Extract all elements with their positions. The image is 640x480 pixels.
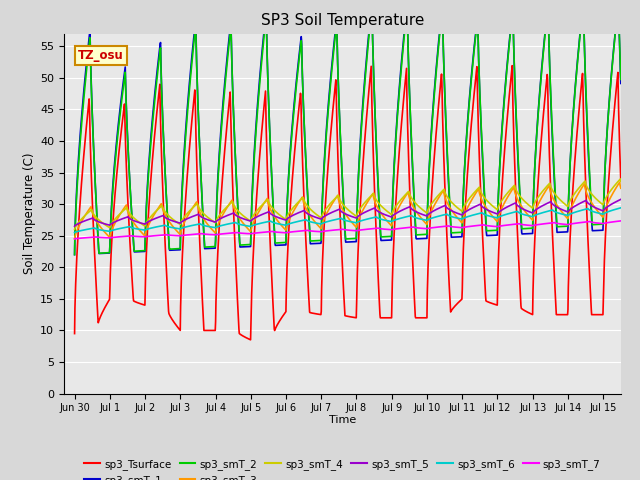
sp3_smT_2 [135, 248, 143, 254]
sp3_smT_2 [617, 76, 625, 82]
Line: sp3_smT_7: sp3_smT_7 [75, 221, 621, 239]
sp3_smT_3 [616, 179, 623, 185]
Y-axis label: Soil Temperature (C): Soil Temperature (C) [23, 153, 36, 275]
Line: sp3_smT_5: sp3_smT_5 [75, 199, 621, 226]
sp3_smT_7 [617, 218, 625, 224]
sp3_smT_4 [113, 214, 121, 220]
sp3_Tsurface [508, 63, 516, 69]
sp3_Tsurface [135, 300, 143, 306]
sp3_smT_4 [616, 176, 624, 182]
sp3_smT_1 [615, 0, 623, 2]
Line: sp3_smT_1: sp3_smT_1 [75, 0, 621, 255]
Text: TZ_osu: TZ_osu [78, 49, 124, 62]
sp3_smT_4 [324, 204, 332, 210]
Legend: sp3_Tsurface, sp3_smT_1, sp3_smT_2, sp3_smT_3, sp3_smT_4, sp3_smT_5, sp3_smT_6, : sp3_Tsurface, sp3_smT_1, sp3_smT_2, sp3_… [80, 455, 605, 480]
sp3_smT_7 [71, 236, 79, 242]
sp3_Tsurface [303, 255, 310, 261]
sp3_Tsurface [617, 178, 625, 184]
sp3_smT_7 [303, 228, 310, 233]
sp3_smT_6 [324, 219, 332, 225]
sp3_smT_3 [314, 222, 321, 228]
sp3_smT_5 [617, 196, 625, 202]
Line: sp3_smT_3: sp3_smT_3 [75, 182, 621, 239]
Line: sp3_smT_2: sp3_smT_2 [75, 0, 621, 255]
sp3_smT_1 [381, 238, 389, 243]
sp3_smT_7 [113, 234, 121, 240]
sp3_smT_5 [135, 220, 143, 226]
sp3_smT_2 [113, 142, 121, 147]
sp3_smT_6 [617, 205, 625, 211]
Line: sp3_smT_4: sp3_smT_4 [75, 179, 621, 229]
sp3_smT_5 [381, 212, 389, 218]
sp3_smT_1 [314, 240, 321, 246]
sp3_smT_1 [324, 112, 332, 118]
sp3_Tsurface [382, 315, 390, 321]
sp3_smT_1 [113, 136, 121, 142]
sp3_Tsurface [113, 171, 121, 177]
sp3_smT_3 [71, 236, 79, 242]
sp3_smT_3 [303, 206, 310, 212]
sp3_smT_4 [71, 227, 79, 232]
sp3_smT_2 [324, 117, 332, 123]
sp3_smT_6 [71, 229, 79, 235]
sp3_smT_3 [113, 217, 121, 223]
sp3_smT_6 [314, 220, 321, 226]
sp3_Tsurface [71, 331, 79, 336]
X-axis label: Time: Time [329, 415, 356, 425]
sp3_smT_2 [615, 0, 623, 3]
sp3_smT_5 [113, 218, 121, 224]
sp3_smT_1 [71, 252, 79, 258]
sp3_smT_1 [135, 249, 143, 254]
sp3_smT_6 [113, 226, 121, 232]
sp3_smT_2 [314, 238, 321, 243]
sp3_smT_7 [314, 228, 321, 234]
sp3_smT_5 [71, 223, 79, 229]
sp3_smT_4 [381, 207, 389, 213]
sp3_smT_6 [381, 217, 389, 223]
Line: sp3_Tsurface: sp3_Tsurface [75, 66, 621, 340]
sp3_smT_2 [71, 252, 79, 258]
sp3_smT_6 [303, 217, 310, 223]
sp3_smT_3 [381, 216, 389, 222]
sp3_smT_1 [617, 81, 625, 86]
sp3_smT_5 [324, 212, 332, 217]
sp3_smT_3 [324, 209, 332, 215]
sp3_smT_6 [135, 227, 143, 232]
sp3_Tsurface [247, 337, 255, 343]
sp3_smT_5 [303, 210, 310, 216]
sp3_smT_7 [381, 227, 389, 232]
sp3_smT_1 [303, 168, 310, 174]
sp3_smT_4 [314, 213, 321, 218]
sp3_smT_2 [381, 234, 389, 240]
sp3_smT_3 [617, 185, 625, 191]
sp3_smT_4 [135, 219, 143, 225]
sp3_smT_7 [324, 228, 332, 234]
sp3_Tsurface [324, 166, 332, 172]
sp3_smT_2 [303, 167, 310, 172]
sp3_smT_5 [314, 215, 321, 221]
sp3_smT_4 [617, 179, 625, 184]
sp3_smT_3 [135, 227, 143, 232]
sp3_Tsurface [314, 311, 322, 317]
sp3_smT_4 [303, 202, 310, 207]
Title: SP3 Soil Temperature: SP3 Soil Temperature [260, 13, 424, 28]
sp3_smT_7 [135, 234, 143, 240]
Line: sp3_smT_6: sp3_smT_6 [75, 208, 621, 232]
